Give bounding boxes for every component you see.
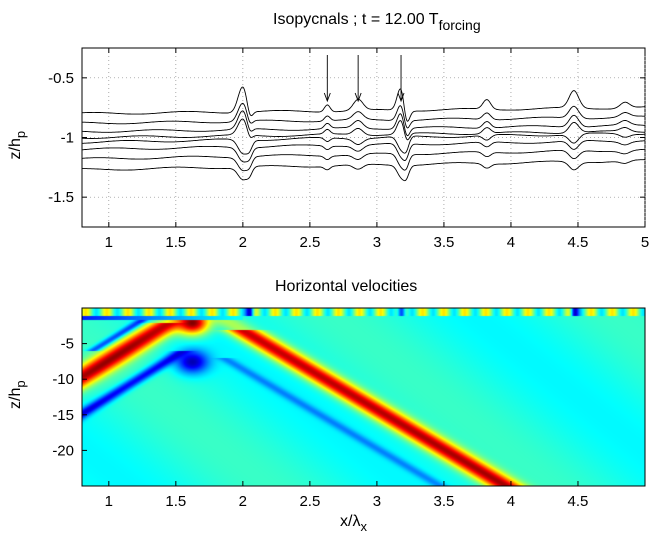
top-x-tick-label: 5: [641, 234, 649, 251]
bottom-y-tick-label: -15: [52, 407, 74, 424]
bottom-y-tick-label: -20: [52, 442, 74, 459]
top-y-tick-label: -0.5: [48, 70, 74, 87]
arrow-head: [354, 92, 362, 103]
top-x-tick-label: 2.5: [299, 234, 320, 251]
arrow-head: [323, 92, 331, 103]
top-y-tick-label: -1: [61, 130, 74, 147]
isopycnal-line: [82, 159, 645, 182]
isopycnal-line: [82, 140, 646, 163]
bottom-x-tick-label: 3: [373, 493, 381, 510]
bottom-y-tick-label: -5: [61, 336, 74, 353]
bottom-x-tick-label: 2: [239, 493, 247, 510]
bottom-title: Horizontal velocities: [275, 278, 417, 295]
velocity-heatmap: [82, 308, 645, 486]
bottom-x-tick-label: 2.5: [299, 493, 320, 510]
bottom-x-tick-label: 1.5: [165, 493, 186, 510]
arrow-head: [397, 92, 405, 103]
bottom-y-ticks: -5 -10 -15 -20: [52, 336, 87, 459]
isopycnal-lines: [81, 86, 646, 182]
bottom-y-tick-label: -10: [52, 371, 74, 388]
top-grid: [82, 48, 646, 227]
top-x-tick-label: 3.5: [433, 234, 454, 251]
velocity-panel: Horizontal velocities 1 1.5 2 2.5 3 3.5 4 4.5 -…: [7, 278, 646, 534]
bottom-x-tick-label: 3.5: [433, 493, 454, 510]
top-title: Isopycnals ; t = 12.00 Tforcing: [273, 11, 481, 33]
isopycnal-line: [82, 102, 645, 129]
bottom-plot-frame: [81, 307, 646, 487]
bottom-y-axis-label: z/hp: [7, 380, 28, 409]
top-x-tick-label: 1.5: [165, 234, 186, 251]
isopycnal-line: [82, 110, 646, 137]
isopycnal-line: [82, 148, 646, 172]
annotation-arrows: [323, 55, 405, 103]
top-y-tick-label: -1.5: [48, 189, 74, 206]
isopycnal-line: [82, 132, 645, 155]
top-x-tick-label: 2: [239, 234, 247, 251]
top-x-tick-label: 4: [507, 234, 515, 251]
bottom-x-ticks: 1 1.5 2 2.5 3 3.5 4 4.5: [105, 481, 589, 510]
top-x-ticks: 1 1.5 2 2.5 3 3.5 4 4.5 5: [105, 48, 649, 251]
isopycnals-panel: Isopycnals ; t = 12.00 Tforcing 1 1.5 2 2.5…: [7, 11, 649, 251]
bottom-x-tick-label: 4: [507, 493, 515, 510]
bottom-x-tick-label: 4.5: [568, 493, 589, 510]
isopycnal-line: [82, 118, 645, 141]
top-x-tick-label: 1: [105, 234, 113, 251]
top-x-tick-label: 3: [373, 234, 381, 251]
bottom-x-tick-label: 1: [105, 493, 113, 510]
top-y-axis-label: z/hp: [7, 131, 28, 160]
bottom-x-axis-label: x/λx: [340, 513, 367, 534]
top-y-ticks: -0.5 -1 -1.5: [48, 70, 645, 206]
isopycnal-line: [81, 86, 645, 122]
top-x-tick-label: 4.5: [568, 234, 589, 251]
